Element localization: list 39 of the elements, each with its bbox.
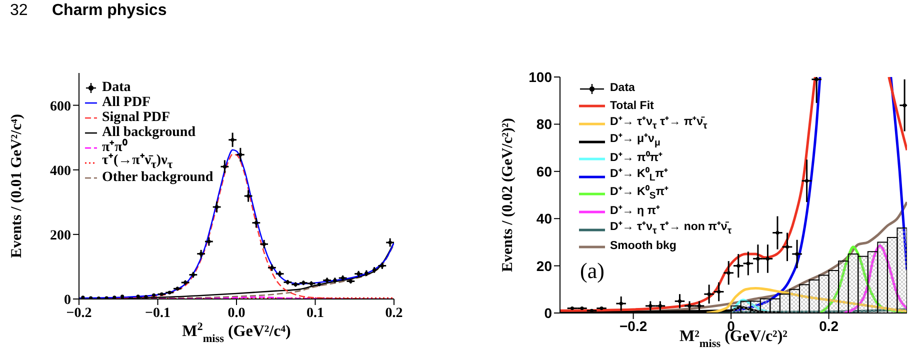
x-tick-label: −0.2	[66, 306, 92, 321]
y-axis-title: Events / (0.02 (GeV/c²)²)	[500, 118, 516, 272]
annotation: (a)	[580, 258, 604, 284]
legend-label: D⁺→ μ⁺ν$_{μ}$	[610, 132, 660, 150]
legend-label: D⁺→ η π⁺	[610, 204, 660, 220]
legend-label: Data	[610, 81, 635, 96]
text: Charm physics	[52, 2, 167, 20]
legend-label: D⁺→ π⁰π⁺	[610, 150, 663, 166]
legend-label: Signal PDF	[102, 110, 170, 125]
legend-label: Smooth bkg	[610, 239, 676, 254]
y-tick-label: 80	[536, 116, 552, 132]
legend-label: D⁺→ τ⁺ν$_{τ}$ τ⁺→ π⁺ν̄$_{τ}$	[610, 114, 708, 133]
y-tick-label: 0	[64, 292, 71, 308]
y-tick-label: 400	[50, 164, 71, 179]
legend-label: Other background	[102, 170, 214, 185]
x-tick-label: 0.0	[228, 306, 246, 321]
legend-label: D⁺→ τ⁺ν$_{τ}$ τ⁺→ non π⁺ν̄$_{τ}$	[610, 220, 732, 238]
x-tick-label: 0.2	[385, 306, 403, 321]
y-tick-label: 20	[536, 258, 552, 274]
legend-label: D⁺→ K⁰$_{S}$π⁺	[610, 184, 669, 204]
x-tick-label: −0.2	[619, 318, 648, 334]
y-axis-title: Events / (0.01 GeV²/c⁴)	[9, 114, 25, 258]
legend-label: Data	[102, 80, 131, 95]
text: 32	[10, 2, 28, 20]
x-tick-label: −0.1	[145, 306, 170, 321]
x-axis-title: M$^{2}$$_{miss}$ (GeV²/c⁴)	[182, 321, 291, 345]
legend-label: π⁺π⁰	[102, 140, 128, 155]
y-tick-label: 40	[536, 210, 552, 227]
legend-label: Total Fit	[610, 98, 654, 114]
legend-label: All PDF	[102, 95, 151, 110]
y-tick-label: 600	[50, 99, 71, 114]
y-tick-label: 100	[528, 68, 552, 85]
y-tick-label: 60	[536, 163, 552, 180]
legend-label: D⁺→ K⁰$_{L}$π⁺	[610, 166, 668, 185]
legend-label: All background	[102, 125, 196, 140]
x-tick-label: 0.2	[819, 318, 839, 334]
legend-label: τ⁺(→π⁺ν̄$_{τ}$)ν$_{τ}$	[102, 153, 173, 171]
y-tick-label: 200	[50, 228, 71, 244]
x-tick-label: 0.1	[306, 306, 324, 321]
